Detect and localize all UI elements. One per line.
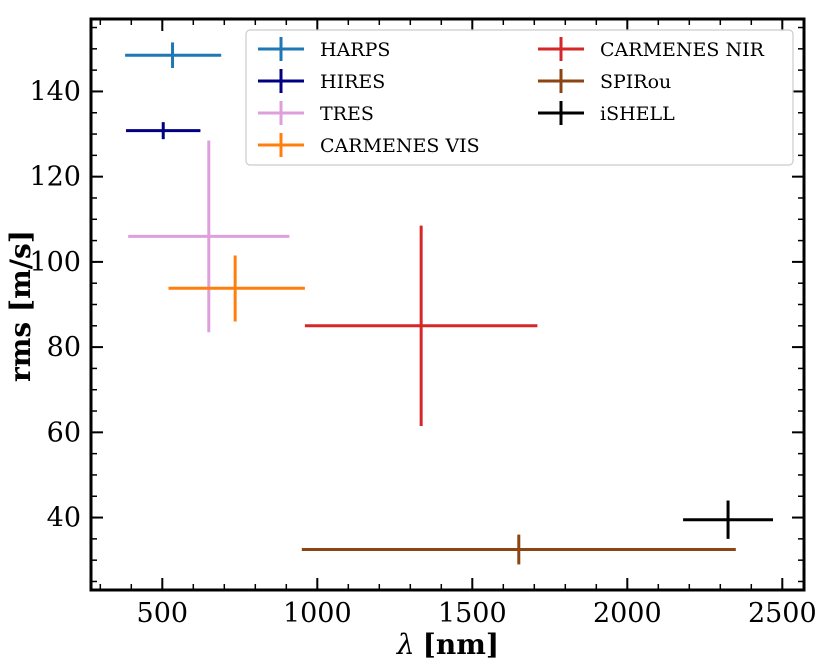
x-axis-symbol: λ (396, 628, 415, 661)
x-axis-unit: [nm] (423, 628, 499, 661)
series-spirou (301, 534, 736, 565)
x-tick-label: 500 (137, 598, 189, 629)
x-tick-label: 1500 (438, 598, 507, 629)
x-tick-label: 2000 (593, 598, 662, 629)
legend-item-spirou: SPIRou (538, 69, 671, 93)
series-ishell (683, 500, 773, 539)
legend-label: CARMENES VIS (320, 135, 480, 157)
series-hires (126, 122, 201, 140)
legend-item-carmenes-vis: CARMENES VIS (258, 133, 480, 157)
y-tick-label: 140 (29, 76, 81, 107)
legend-label: TRES (320, 103, 374, 125)
legend-label: SPIRou (600, 71, 671, 93)
legend-item-tres: TRES (258, 101, 374, 125)
tick-labels: 500 1000 1500 2000 2500 40 60 80 100 120 140 (29, 76, 816, 629)
y-tick-label: 120 (29, 162, 81, 193)
legend-label: iSHELL (600, 103, 675, 125)
y-axis-label: rms [m/s] (4, 230, 37, 382)
legend-item-hires: HIRES (258, 69, 385, 93)
legend-label: HIRES (320, 71, 385, 93)
legend-item-carmenes-nir: CARMENES NIR (538, 37, 765, 61)
legend-label: CARMENES NIR (600, 39, 765, 61)
y-tick-label: 100 (29, 247, 81, 278)
series-carmenes-vis (168, 255, 305, 322)
y-tick-label: 60 (47, 417, 81, 448)
series-carmenes-nir (304, 225, 538, 426)
series-tres (128, 140, 290, 333)
y-tick-label: 40 (47, 503, 81, 534)
legend-label: HARPS (320, 39, 390, 61)
x-tick-label: 1000 (283, 598, 352, 629)
legend-item-harps: HARPS (258, 37, 390, 61)
x-axis-label: λ [nm] (396, 628, 499, 661)
y-tick-label: 80 (47, 332, 81, 363)
legend-item-ishell: iSHELL (538, 101, 675, 125)
legend-box (245, 29, 794, 166)
legend: HARPS HIRES TRES CARMENES VIS CARMENES NIR SP… (245, 29, 794, 166)
x-tick-label: 2500 (748, 598, 817, 629)
series-harps (125, 42, 222, 69)
series-layer (125, 42, 773, 565)
plot-frame (89, 17, 806, 592)
